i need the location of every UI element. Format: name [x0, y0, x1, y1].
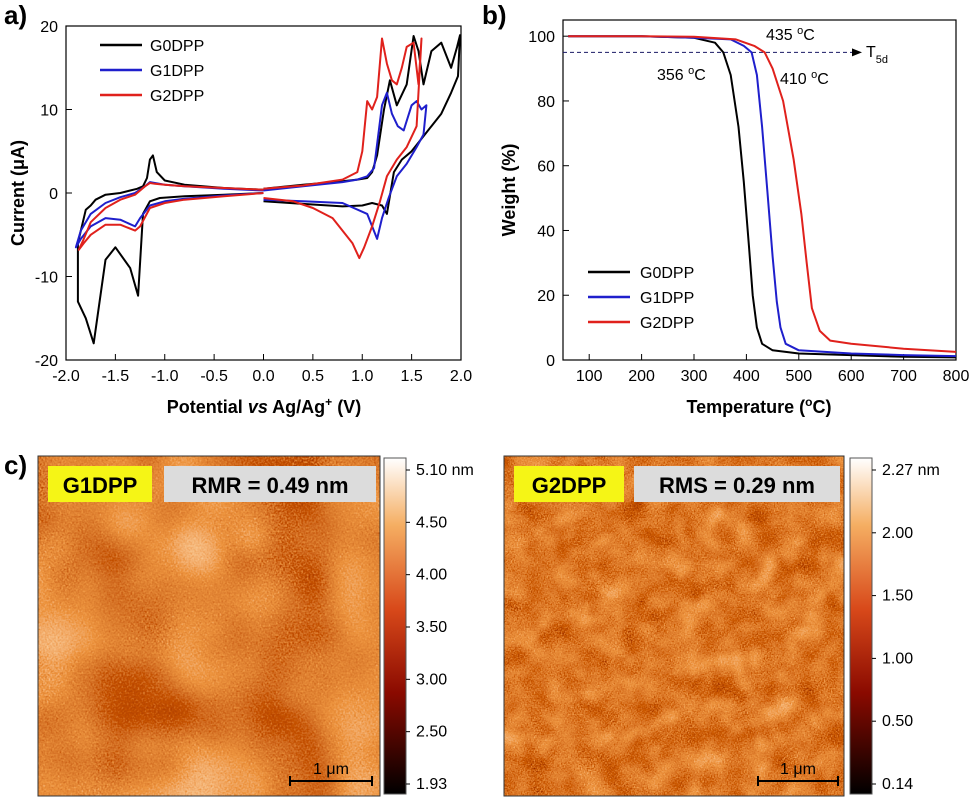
legend-label-g1dpp: G1DPP — [150, 63, 204, 80]
cv-series-g1dpp-neg — [74, 181, 264, 249]
tga-y-tick-label: 100 — [528, 29, 555, 46]
afm-image-g1dpp: G1DPP RMR = 0.49 nm 1 μm — [37, 455, 381, 797]
colorbar-tick-label: 3.50 — [416, 619, 447, 636]
panel-label-a: a) — [4, 0, 27, 30]
cv-y-tick-label: 20 — [40, 19, 58, 36]
panel-label-b: b) — [482, 0, 507, 30]
tga-y-tick-label: 0 — [546, 353, 555, 370]
cv-series-g0dpp-neg — [76, 154, 264, 345]
colorbar-g2dpp: 2.27 nm 2.00 1.50 1.00 0.50 0.14 — [849, 457, 940, 795]
tga-series-g2dpp — [568, 35, 956, 353]
colorbar-tick-label: 3.00 — [416, 671, 447, 688]
tga-series-g0dpp — [568, 35, 956, 359]
cv-x-tick-label: -1.5 — [102, 368, 130, 385]
cv-series-g1dpp — [263, 91, 428, 240]
tga-x-tick-label: 200 — [628, 368, 655, 385]
cv-y-tick-label: -20 — [35, 353, 58, 370]
cv-x-tick-label: 1.5 — [401, 368, 423, 385]
colorbar-tick-label: 0.14 — [882, 776, 913, 793]
colorbar-gradient-g1dpp — [383, 457, 407, 795]
stat-badge-g1dpp — [164, 466, 376, 502]
cv-x-tick-label: -1.0 — [151, 368, 179, 385]
cv-x-tick-label: 0.0 — [252, 368, 274, 385]
tga-x-tick-label: 100 — [576, 368, 603, 385]
tga-chart: b) 100 200 300 400 500 600 700 800020406080100 … — [482, 0, 969, 417]
stat-badge-g2dpp — [634, 466, 840, 502]
t5d-label: T5d — [866, 44, 888, 66]
colorbar-tick-label: 2.50 — [416, 724, 447, 741]
tga-series-g1dpp — [568, 35, 956, 358]
cv-y-tick-label: 10 — [40, 103, 58, 120]
colorbar-tick-label: 4.00 — [416, 567, 447, 584]
colorbar-tick-label: 4.50 — [416, 514, 447, 531]
tga-plot-frame — [562, 19, 957, 361]
cv-y-tick-label: -10 — [35, 270, 58, 287]
t5d-arrow-head — [852, 48, 862, 57]
stat-label-g2dpp: RMS = 0.29 nm — [659, 473, 815, 498]
colorbar-gradient-g2dpp — [849, 457, 873, 795]
afm-map-g2dpp — [504, 456, 844, 796]
scalebar-label-g1dpp: 1 μm — [313, 761, 349, 778]
cv-x-tick-label: 1.0 — [351, 368, 373, 385]
colorbar-tick-label: 1.93 — [416, 776, 447, 793]
colorbar-g1dpp: 5.10 nm 4.50 4.00 3.50 3.00 2.50 1.93 — [383, 457, 474, 795]
cv-legend: G0DPP G1DPP G2DPP — [100, 38, 204, 105]
tga-y-tick-label: 20 — [537, 288, 555, 305]
sample-badge-g2dpp — [514, 466, 624, 502]
tga-x-tick-label: 600 — [838, 368, 865, 385]
tga-x-axis-title: Temperature (oC) — [686, 395, 831, 417]
tga-y-axis-title: Weight (%) — [499, 144, 519, 237]
cv-x-tick-label: -2.0 — [52, 368, 80, 385]
afm-image-g2dpp: G2DPP RMS = 0.29 nm 1 μm — [503, 455, 845, 797]
afm-map-g1dpp — [38, 456, 380, 796]
legend-label-g2dpp: G2DPP — [150, 88, 204, 105]
cv-x-axis-title: Potential vs Ag/Ag+ (V) — [167, 395, 361, 417]
sample-label-g1dpp: G1DPP — [63, 473, 138, 498]
colorbar-tick-label: 0.50 — [882, 713, 913, 730]
colorbar-tick-label: 2.27 nm — [882, 462, 940, 479]
tga-y-tick-label: 60 — [537, 159, 555, 176]
colorbar-tick-label: 2.00 — [882, 525, 913, 542]
legend-label-g0dpp: G0DPP — [640, 265, 694, 282]
tga-legend: G0DPP G1DPP G2DPP — [588, 265, 694, 332]
cv-x-tick-label: -0.5 — [200, 368, 228, 385]
stat-label-g1dpp: RMR = 0.49 nm — [191, 473, 348, 498]
tga-x-tick-label: 400 — [733, 368, 760, 385]
colorbar-tick-label: 1.00 — [882, 650, 913, 667]
colorbar-tick-label: 5.10 nm — [416, 462, 474, 479]
afm-frame-g2dpp — [503, 455, 845, 797]
afm-frame-g1dpp — [37, 455, 381, 797]
legend-label-g0dpp: G0DPP — [150, 38, 204, 55]
tga-y-tick-label: 80 — [537, 94, 555, 111]
cv-chart: a) -2.0 -1.5 -1.0 -0.5 0.0 0.5 1.0 1.5 2.0 -20 -10… — [4, 0, 472, 417]
tga-y-tick-label: 40 — [537, 223, 555, 240]
scalebar-label-g2dpp: 1 μm — [780, 761, 816, 778]
legend-label-g1dpp: G1DPP — [640, 290, 694, 307]
tga-x-tick-label: 300 — [681, 368, 708, 385]
legend-label-g2dpp: G2DPP — [640, 315, 694, 332]
sample-badge-g1dpp — [48, 466, 152, 502]
annotation-435c: 435 oC — [766, 25, 815, 44]
sample-label-g2dpp: G2DPP — [532, 473, 607, 498]
colorbar-tick-label: 1.50 — [882, 588, 913, 605]
cv-series-g2dpp — [263, 37, 423, 260]
cv-series-g2dpp-neg — [77, 182, 264, 251]
annotation-356c: 356 oC — [657, 65, 706, 84]
cv-y-axis-title: Current (μA) — [8, 140, 28, 246]
panel-label-c: c) — [4, 450, 27, 480]
afm-panel: c) G1DPP RMR = 0.49 nm 1 μm 5.10 nm 4.50 4… — [4, 450, 940, 797]
tga-x-tick-label: 500 — [785, 368, 812, 385]
tga-x-tick-label: 800 — [943, 368, 970, 385]
cv-x-tick-label: 2.0 — [450, 368, 472, 385]
cv-y-tick-label: 0 — [49, 186, 58, 203]
cv-x-tick-label: 0.5 — [302, 368, 324, 385]
tga-x-tick-label: 700 — [890, 368, 917, 385]
annotation-410c: 410 oC — [780, 69, 829, 88]
